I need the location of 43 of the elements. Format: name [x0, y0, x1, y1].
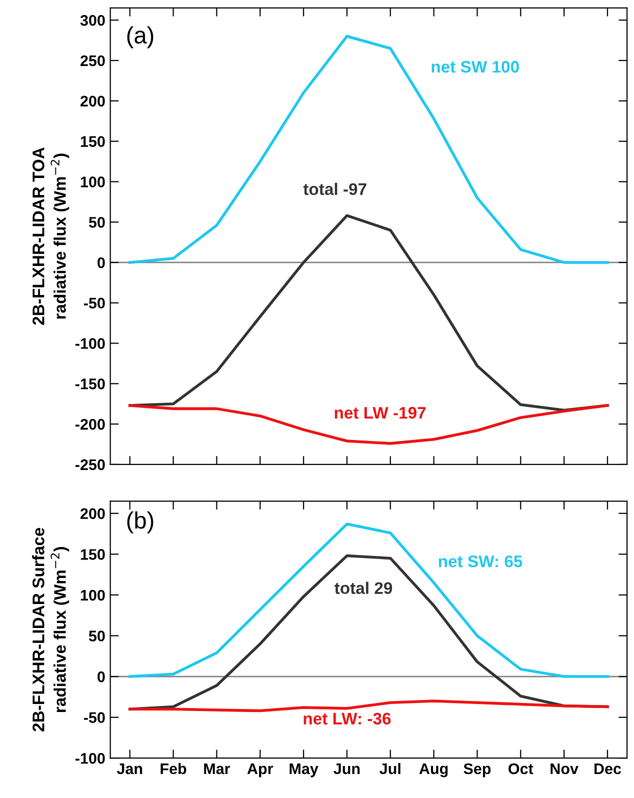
x-tick-label: Jul: [380, 762, 400, 774]
y-tick-label: -50: [84, 298, 105, 309]
y-tick-label: -100: [75, 338, 105, 349]
x-tick-label: Aug: [419, 763, 448, 778]
y-tick-label: 200: [80, 96, 105, 107]
y-tick-label: 100: [80, 176, 105, 188]
y-tick-label: 0: [98, 671, 105, 682]
y-tick-label: -250: [75, 459, 105, 470]
y-tick-label: 200: [80, 508, 105, 520]
x-tick-label: Jan: [116, 764, 142, 774]
x-tick-label: Oct: [508, 763, 534, 774]
series-label: net SW 100: [432, 60, 519, 73]
y-tick-label: 150: [80, 136, 105, 147]
x-tick-label: Mar: [204, 764, 230, 774]
y-tick-label: 300: [80, 14, 105, 26]
series-label: net LW: -36: [304, 712, 391, 725]
y-tick-label: 100: [80, 590, 105, 601]
chart-title: (b): [127, 511, 154, 534]
y-tick-label: -150: [75, 378, 105, 390]
y-tick-label: 50: [88, 216, 105, 228]
text: (a): [127, 26, 154, 48]
series-label: net LW -197: [334, 406, 426, 419]
y-tick-label: -50: [84, 712, 105, 723]
y-tick-label: 50: [88, 630, 105, 642]
x-tick-label: Sep: [464, 763, 491, 778]
x-tick-label: Jun: [334, 764, 360, 774]
y-tick-label: 0: [98, 257, 105, 268]
x-tick-label: Apr: [247, 764, 274, 778]
series-label: total 29: [334, 582, 392, 594]
y-tick-label: -200: [75, 418, 105, 430]
line-series: [128, 700, 609, 712]
series-label: net SW: 65: [438, 555, 522, 568]
y-tick-label: -100: [75, 752, 105, 764]
y-tick-label: 250: [80, 55, 105, 66]
y-axis-title: 2B-FLXHR-LIDAR TOA radiative flux (Wm$^{−2}$): [32, 147, 70, 325]
line-series: [128, 404, 609, 445]
y-axis-title: 2B-FLXHR-LIDAR Surface radiative flux (Wm$^{−2}$): [32, 528, 70, 732]
x-tick-label: May: [290, 764, 318, 778]
y-tick-label: 150: [80, 549, 105, 560]
series-label: total -97: [303, 182, 366, 196]
x-tick-label: Feb: [160, 762, 186, 774]
x-tick-label: Nov: [550, 764, 578, 774]
x-tick-label: Dec: [594, 764, 622, 774]
